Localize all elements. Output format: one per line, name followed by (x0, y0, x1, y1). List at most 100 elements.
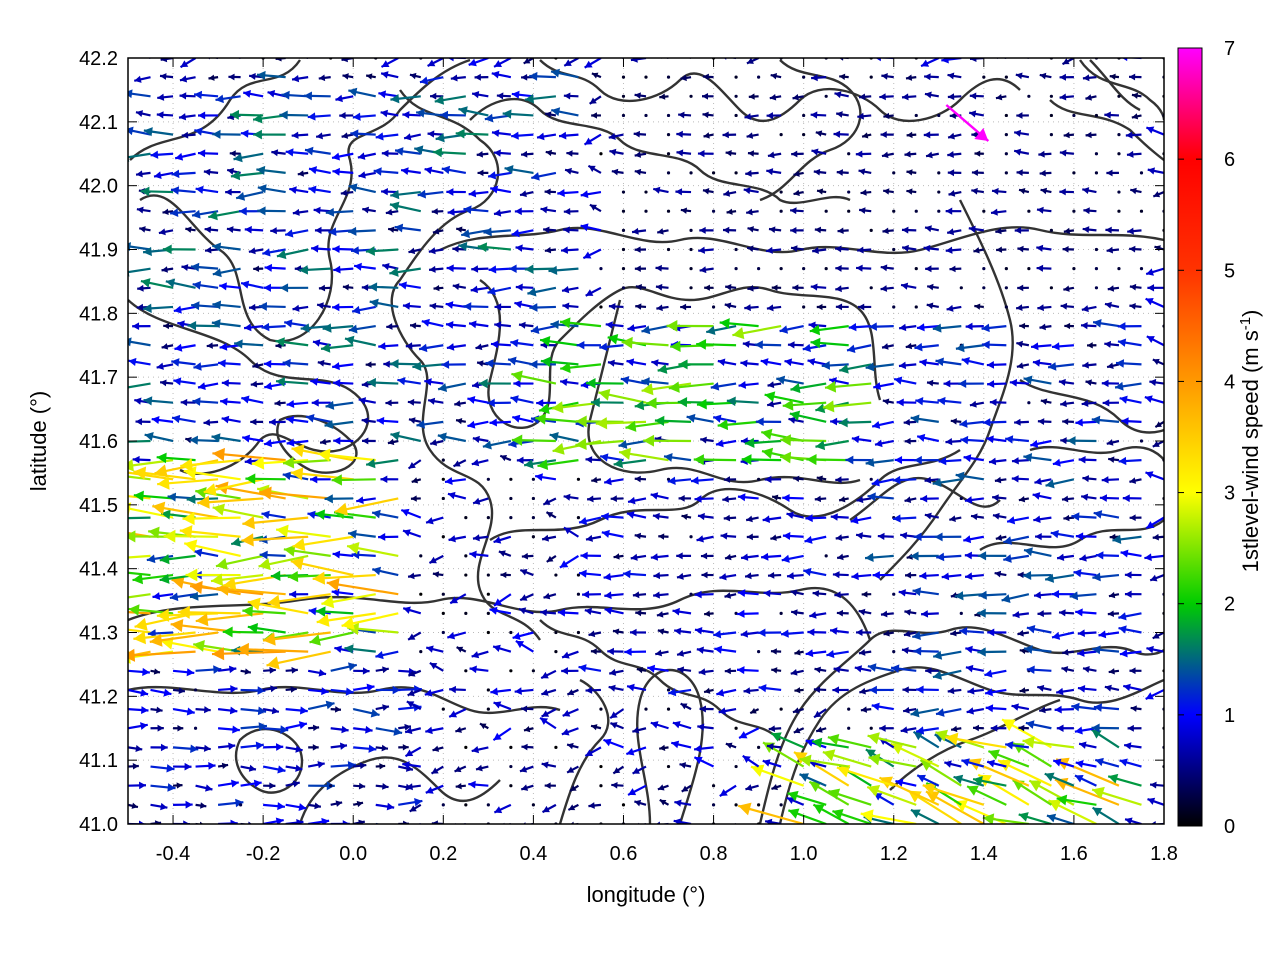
wind-vector (824, 267, 828, 271)
wind-vector (770, 648, 782, 655)
wind-vector (1036, 206, 1052, 214)
wind-vector (702, 188, 714, 195)
wind-vector (1080, 322, 1097, 330)
wind-vector (621, 113, 626, 118)
wind-vector (1107, 285, 1120, 292)
wind-vector (468, 780, 489, 789)
wind-vector (529, 71, 556, 81)
wind-vector (217, 706, 238, 715)
wind-vector (1146, 335, 1164, 347)
wind-vector (892, 305, 896, 309)
wind-vector (1077, 629, 1097, 638)
wind-vector (541, 708, 557, 718)
wind-vector (693, 454, 737, 466)
wind-vector (1102, 399, 1119, 407)
wind-vector (387, 438, 399, 446)
wind-vector (675, 188, 692, 196)
wind-vector (720, 532, 737, 540)
wind-vector (240, 280, 264, 289)
wind-vector (892, 475, 917, 485)
wind-vector (603, 572, 624, 581)
wind-vector (308, 802, 322, 810)
wind-vector (489, 418, 511, 427)
wind-vector (676, 149, 692, 157)
wind-vector (910, 708, 939, 718)
wind-vector (150, 783, 176, 792)
wind-vector (696, 535, 714, 543)
wind-vector (132, 455, 151, 464)
wind-vector (493, 535, 512, 544)
wind-vector (405, 783, 421, 791)
wind-vector (807, 358, 827, 366)
wind-vector (367, 377, 399, 388)
wind-vector (873, 58, 894, 62)
wind-vector (540, 206, 557, 214)
wind-vector (947, 72, 962, 80)
x-tick-label: -0.4 (156, 843, 190, 865)
wind-vector (901, 93, 917, 101)
wind-vector (1047, 799, 1097, 824)
wind-vector (136, 206, 151, 214)
wind-vector (766, 112, 782, 120)
wind-vector (1094, 247, 1099, 252)
wind-vector (562, 302, 579, 310)
wind-vector (903, 418, 917, 426)
wind-vector (771, 784, 782, 791)
wind-vector (802, 75, 806, 79)
wind-vector (398, 723, 412, 731)
wind-vector (673, 627, 692, 635)
wind-vector (666, 319, 714, 332)
wind-vector (171, 169, 196, 179)
wind-vector (757, 650, 761, 654)
wind-vector (557, 189, 579, 198)
wind-vector (519, 568, 534, 577)
wind-vector (1145, 516, 1164, 530)
wind-vector (1063, 285, 1075, 292)
wind-vector (135, 110, 151, 118)
wind-vector (634, 168, 647, 176)
terrain-contours (128, 58, 1164, 824)
wind-vector (544, 246, 557, 254)
wind-vector (995, 93, 1007, 101)
wind-vector (520, 150, 534, 158)
wind-vector (263, 782, 276, 790)
wind-vector (779, 209, 783, 213)
wind-vector (520, 705, 534, 713)
wind-vector (972, 724, 984, 732)
wind-vector (1027, 94, 1031, 98)
wind-vector (263, 666, 276, 674)
wind-vector (172, 744, 199, 754)
wind-vector (1107, 773, 1142, 787)
wind-vector (515, 244, 534, 252)
wind-vector (613, 458, 647, 469)
wind-vector (315, 606, 354, 617)
wind-vector (970, 513, 984, 521)
wind-vector (415, 108, 444, 118)
wind-vector (416, 419, 444, 429)
wind-vector (1145, 688, 1164, 701)
wind-vector (509, 630, 513, 635)
wind-vector (932, 650, 962, 660)
wind-vector (792, 284, 804, 291)
wind-vector (458, 106, 489, 117)
wind-vector (390, 94, 421, 104)
wind-vector (240, 686, 266, 695)
wind-vector (591, 476, 602, 484)
wind-vector (544, 188, 556, 196)
wind-vector (967, 687, 984, 695)
wind-vector (1104, 684, 1120, 692)
wind-vector (544, 111, 557, 118)
wind-vector (326, 578, 399, 596)
contour-line (489, 449, 961, 541)
wind-vector (1074, 774, 1097, 787)
wind-vector (492, 644, 512, 653)
wind-vector (689, 286, 693, 290)
wind-vector (454, 765, 467, 773)
wind-vector (518, 321, 534, 329)
wind-vector (430, 439, 444, 446)
wind-vector (865, 458, 894, 468)
wind-vector (1004, 113, 1008, 118)
wind-vector (714, 645, 737, 654)
wind-vector (424, 688, 444, 697)
